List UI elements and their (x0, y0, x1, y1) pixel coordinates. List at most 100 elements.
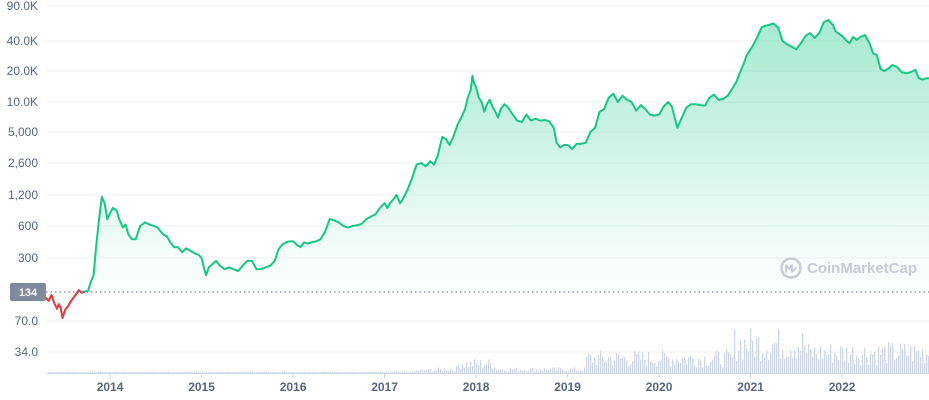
volume-bar (186, 372, 188, 373)
volume-bar (792, 357, 794, 373)
volume-bar (402, 371, 404, 373)
coinmarketcap-logo-icon (780, 257, 802, 279)
volume-bar (266, 371, 268, 373)
volume-bar (732, 357, 734, 373)
volume-bar (890, 345, 892, 373)
volume-bar (434, 370, 436, 373)
volume-bar (448, 370, 450, 373)
volume-bar (824, 350, 826, 373)
volume-bar (584, 367, 586, 373)
volume-bar (644, 359, 646, 373)
volume-bar (222, 371, 224, 373)
volume-bar (134, 371, 136, 373)
volume-bar (362, 372, 364, 373)
x-tick-label: 2014 (97, 380, 124, 394)
volume-bar (554, 367, 556, 373)
volume-bar (418, 371, 420, 373)
volume-bar (238, 371, 240, 373)
volume-bar (524, 369, 526, 373)
volume-bar (528, 371, 530, 373)
volume-bar (778, 328, 780, 373)
volume-bar (526, 371, 528, 373)
volume-bar (338, 371, 340, 373)
volume-bar (310, 372, 312, 373)
volume-bar (748, 351, 750, 373)
volume-bar (786, 356, 788, 373)
volume-bar (68, 372, 70, 373)
volume-bar (104, 372, 106, 373)
volume-bar (710, 362, 712, 373)
volume-bar (468, 366, 470, 373)
volume-bar (482, 367, 484, 373)
volume-bar (902, 348, 904, 373)
volume-bar (612, 365, 614, 373)
x-tick-label: 2021 (737, 380, 764, 394)
y-tick-label: 10.0K (7, 95, 38, 109)
volume-bar (906, 355, 908, 373)
volume-bar (862, 354, 864, 373)
volume-bar (188, 371, 190, 373)
volume-bar (248, 372, 250, 373)
volume-bar (484, 365, 486, 373)
volume-bar (314, 372, 316, 373)
volume-bar (604, 361, 606, 373)
volume-bar (766, 350, 768, 373)
volume-bar (570, 368, 572, 373)
volume-bar (316, 372, 318, 373)
volume-bar (80, 371, 82, 373)
volume-bar (544, 368, 546, 373)
volume-bar (506, 371, 508, 373)
volume-bar (450, 368, 452, 373)
volume-bar (128, 372, 130, 373)
volume-bar (180, 372, 182, 373)
volume-bar (654, 363, 656, 373)
volume-bar (876, 364, 878, 373)
volume-bar (494, 367, 496, 373)
volume-bar (86, 372, 88, 373)
volume-bar (502, 369, 504, 373)
volume-bar (750, 328, 752, 373)
volume-bar (588, 353, 590, 373)
volume-bar (504, 370, 506, 373)
volume-bar (412, 371, 414, 373)
volume-bar (382, 371, 384, 373)
volume-bar (440, 368, 442, 373)
x-tick-label: 2018 (463, 380, 490, 394)
volume-bar (846, 347, 848, 373)
volume-bar (380, 371, 382, 373)
volume-bar (308, 372, 310, 373)
volume-bar (138, 371, 140, 373)
volume-bar (794, 350, 796, 373)
y-tick-label: 5,000 (8, 125, 38, 139)
volume-bar (686, 363, 688, 373)
volume-bar (620, 358, 622, 373)
volume-bar (856, 355, 858, 373)
volume-bar (894, 359, 896, 373)
volume-bar (678, 361, 680, 373)
volume-bar (516, 367, 518, 373)
volume-bar (192, 372, 194, 373)
volume-bar (586, 356, 588, 373)
volume-bar (194, 371, 196, 373)
volume-bar (646, 365, 648, 373)
volume-bar (622, 358, 624, 373)
volume-bar (398, 371, 400, 373)
volume-bar (244, 372, 246, 373)
volume-bar (116, 372, 118, 373)
volume-bar (196, 371, 198, 373)
volume-bar (476, 362, 478, 373)
volume-bar (70, 371, 72, 373)
volume-bar (736, 361, 738, 373)
volume-bar (114, 371, 116, 373)
volume-bar (478, 365, 480, 373)
volume-bar (438, 367, 440, 373)
volume-bar (366, 371, 368, 373)
volume-bar (752, 340, 754, 373)
volume-bar (78, 372, 80, 373)
volume-bar (660, 361, 662, 373)
volume-bar (158, 372, 160, 373)
volume-bar (760, 361, 762, 373)
y-tick-label: 40.0K (7, 34, 38, 48)
volume-bar (350, 372, 352, 373)
